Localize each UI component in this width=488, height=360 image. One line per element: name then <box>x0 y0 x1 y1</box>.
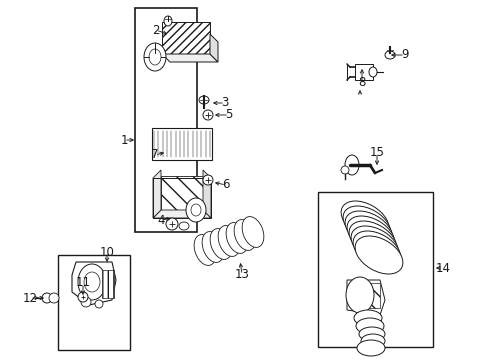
Ellipse shape <box>191 204 201 216</box>
Polygon shape <box>209 34 218 62</box>
Ellipse shape <box>218 226 240 256</box>
Ellipse shape <box>49 293 59 303</box>
Ellipse shape <box>78 292 88 302</box>
Bar <box>161 176 208 216</box>
Ellipse shape <box>149 49 161 65</box>
Ellipse shape <box>163 16 172 26</box>
Ellipse shape <box>355 318 383 334</box>
Ellipse shape <box>225 222 247 253</box>
Text: 9: 9 <box>401 49 408 62</box>
Text: 7: 7 <box>151 148 159 162</box>
Ellipse shape <box>95 300 103 308</box>
Bar <box>102 270 114 298</box>
Polygon shape <box>346 280 384 315</box>
Polygon shape <box>203 170 210 218</box>
Ellipse shape <box>340 166 348 174</box>
Bar <box>359 283 379 308</box>
Bar <box>58 255 130 350</box>
Text: 5: 5 <box>225 108 232 122</box>
Ellipse shape <box>81 297 91 307</box>
Ellipse shape <box>354 236 402 274</box>
Ellipse shape <box>346 216 394 254</box>
Polygon shape <box>72 262 116 305</box>
Ellipse shape <box>42 293 52 303</box>
Ellipse shape <box>194 235 215 265</box>
Text: 12: 12 <box>22 292 38 305</box>
Ellipse shape <box>202 231 224 262</box>
Ellipse shape <box>185 198 205 222</box>
Ellipse shape <box>143 43 165 71</box>
Ellipse shape <box>203 110 213 120</box>
Polygon shape <box>153 210 210 218</box>
Text: 2: 2 <box>152 23 160 36</box>
Ellipse shape <box>341 201 388 239</box>
Ellipse shape <box>343 206 390 244</box>
Text: 6: 6 <box>222 179 229 192</box>
Ellipse shape <box>368 67 376 77</box>
Polygon shape <box>153 170 161 218</box>
Bar <box>153 178 210 218</box>
Ellipse shape <box>84 272 100 292</box>
Polygon shape <box>162 54 218 62</box>
Bar <box>135 8 197 232</box>
Text: 4: 4 <box>157 213 164 226</box>
Bar <box>317 192 432 347</box>
Ellipse shape <box>203 175 213 185</box>
Ellipse shape <box>165 218 178 230</box>
Ellipse shape <box>345 211 392 249</box>
Text: 8: 8 <box>358 77 365 90</box>
Ellipse shape <box>350 226 398 264</box>
Ellipse shape <box>348 221 396 259</box>
Polygon shape <box>354 64 372 80</box>
Text: 10: 10 <box>100 246 114 258</box>
Ellipse shape <box>352 231 400 269</box>
Text: 11: 11 <box>75 276 90 289</box>
Ellipse shape <box>384 51 394 59</box>
Ellipse shape <box>346 277 373 313</box>
Ellipse shape <box>78 264 106 300</box>
Ellipse shape <box>234 220 255 251</box>
Text: 15: 15 <box>369 147 384 159</box>
Ellipse shape <box>242 217 264 247</box>
Ellipse shape <box>353 310 381 326</box>
Text: 13: 13 <box>234 269 249 282</box>
Ellipse shape <box>345 155 358 175</box>
Text: 1: 1 <box>120 134 127 147</box>
Bar <box>162 22 209 54</box>
Ellipse shape <box>210 229 231 260</box>
Ellipse shape <box>356 340 384 356</box>
Text: 14: 14 <box>435 261 449 274</box>
Ellipse shape <box>358 327 384 341</box>
Text: 3: 3 <box>221 96 228 109</box>
Ellipse shape <box>360 334 384 348</box>
Ellipse shape <box>199 96 208 104</box>
Ellipse shape <box>179 222 189 230</box>
Bar <box>152 128 212 160</box>
